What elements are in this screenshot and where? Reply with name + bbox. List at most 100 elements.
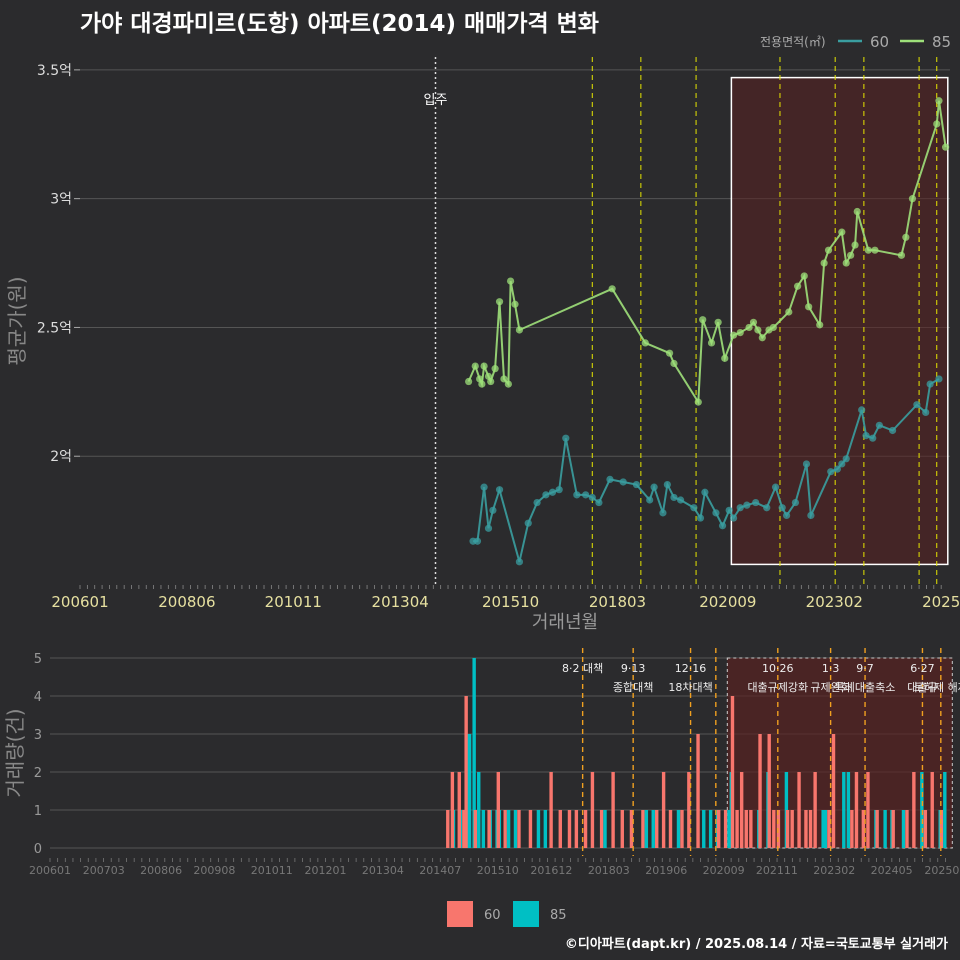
bar-60: [462, 810, 466, 848]
bar-85: [467, 734, 472, 848]
bar-60: [567, 810, 572, 848]
data-point-60: [595, 498, 603, 507]
data-point-60: [484, 524, 493, 532]
data-point-85: [749, 318, 758, 326]
data-point-60: [646, 496, 654, 504]
data-point-85: [754, 326, 762, 334]
data-point-85: [847, 251, 855, 259]
data-point-60: [752, 498, 760, 507]
data-point-60: [736, 504, 744, 512]
bar-85: [846, 772, 851, 848]
bar-60: [790, 810, 794, 848]
bar-60: [717, 810, 721, 848]
x-tick-label: 200601: [29, 864, 71, 877]
data-point-85: [504, 380, 512, 388]
bar-85: [702, 810, 706, 848]
data-point-60: [718, 522, 727, 530]
x-tick-label: 202009: [699, 593, 756, 611]
data-point-85: [465, 377, 473, 386]
legend-swatch-85: [513, 901, 539, 927]
bar-60: [744, 810, 748, 848]
bar-60: [457, 772, 461, 848]
y-tick-label: 4: [34, 690, 42, 705]
data-point-60: [926, 380, 934, 388]
x-tick-label: 200908: [193, 864, 235, 877]
x-tick-label: 200703: [83, 864, 125, 877]
bar-85: [823, 810, 828, 848]
data-point-85: [730, 331, 738, 339]
x-tick-label: 200806: [158, 593, 215, 611]
bar-60: [528, 810, 533, 848]
bar-85: [477, 772, 481, 848]
bar-60: [696, 734, 700, 848]
bar-60: [655, 810, 659, 848]
data-point-60: [632, 480, 641, 489]
bar-60: [503, 810, 507, 848]
bar-60: [785, 810, 790, 848]
data-point-85: [758, 334, 766, 342]
y-tick-label: 2: [34, 766, 42, 781]
data-point-60: [935, 375, 943, 383]
data-point-85: [745, 323, 753, 332]
data-point-60: [833, 465, 841, 473]
x-tick-label: 201803: [589, 593, 646, 611]
data-point-85: [670, 359, 678, 368]
data-point-60: [533, 498, 541, 507]
legend-label-85: 85: [550, 908, 567, 923]
data-point-60: [743, 501, 751, 509]
data-point-85: [641, 339, 649, 347]
bar-60: [854, 772, 859, 848]
bar-60: [661, 772, 666, 848]
data-point-85: [478, 380, 486, 388]
policy-label: 9·13: [621, 662, 646, 675]
data-point-85: [500, 375, 508, 383]
data-point-60: [888, 426, 897, 435]
x-tick-label: 201201: [305, 864, 347, 877]
bar-60: [827, 810, 831, 848]
bar-60: [861, 810, 866, 848]
data-point-85: [736, 328, 744, 337]
policy-label: 8·2 대책: [562, 662, 603, 675]
policy-label: 1·3: [822, 662, 840, 675]
bar-85: [901, 810, 906, 848]
data-point-85: [714, 318, 722, 326]
data-point-60: [548, 488, 557, 496]
data-point-85: [515, 326, 524, 334]
data-point-85: [707, 339, 716, 347]
data-point-60: [802, 460, 811, 468]
data-point-60: [690, 504, 698, 512]
data-point-60: [725, 506, 733, 514]
bar-85: [543, 810, 548, 848]
data-point-60: [495, 486, 504, 494]
bar-60: [891, 810, 895, 848]
bar-60: [620, 810, 624, 848]
bar-60: [772, 810, 776, 848]
data-point-85: [871, 246, 879, 254]
data-point-85: [665, 349, 674, 357]
highlight-box: [730, 76, 949, 566]
y-tick-label: 2억: [50, 449, 72, 465]
bar-60: [680, 810, 684, 848]
bar-60: [875, 810, 879, 848]
data-point-60: [807, 511, 815, 520]
data-point-60: [515, 558, 524, 566]
bar-85: [821, 810, 825, 848]
legend-label-85: 85: [932, 33, 951, 51]
data-point-60: [573, 491, 581, 499]
x-tick-label: 202009: [703, 864, 745, 877]
data-point-85: [820, 259, 828, 267]
y-axis-title: 평균가(원): [5, 276, 29, 365]
x-tick-label: 201304: [372, 593, 429, 611]
bar-85: [651, 810, 655, 848]
bar-60: [758, 734, 762, 848]
y-tick-label: 3억: [50, 192, 72, 208]
bar-60: [739, 772, 744, 848]
x-tick-label: 201011: [265, 593, 322, 611]
policy-label: 6·27: [910, 662, 935, 675]
bar-85: [481, 810, 486, 848]
y-tick-label: 1: [34, 804, 42, 819]
bar-60: [629, 810, 634, 848]
data-point-85: [794, 282, 802, 290]
data-point-60: [480, 483, 488, 491]
y-tick-label: 3: [34, 728, 42, 743]
